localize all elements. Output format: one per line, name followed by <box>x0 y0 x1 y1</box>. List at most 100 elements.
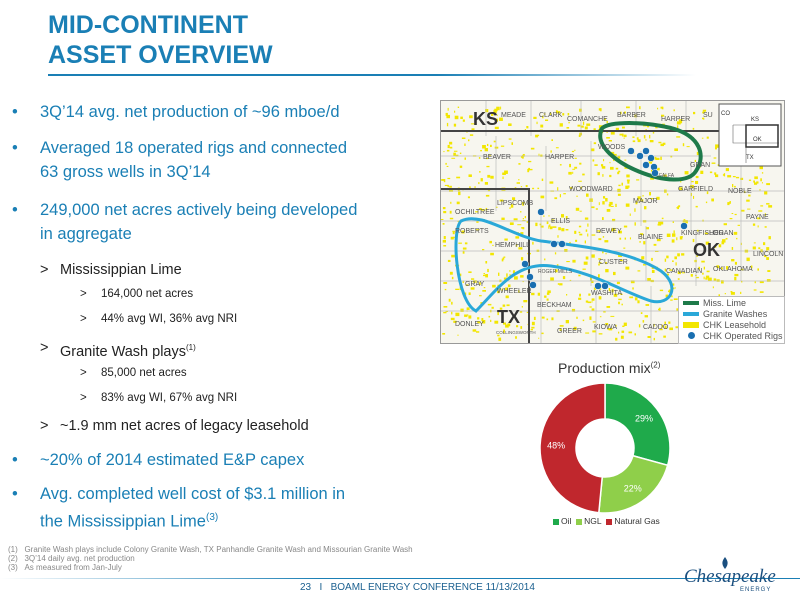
legend-item-gas: Natural Gas <box>606 516 660 526</box>
county-label: GREER <box>557 328 582 335</box>
granite-wash-outline <box>454 217 674 313</box>
rig-marker-icon <box>627 147 635 155</box>
rig-marker-icon <box>642 161 650 169</box>
county-label: HARPER <box>661 116 690 123</box>
legend-item-oil: Oil <box>553 516 571 526</box>
county-label: WOODS <box>598 144 626 151</box>
logo-sub: ENERGY <box>740 587 772 593</box>
legend-item-ngl: NGL <box>576 516 602 526</box>
county-label: DONLEY <box>455 321 484 328</box>
county-label: WASHITA <box>591 290 622 297</box>
footnote: (2) 3Q’14 daily avg. net production <box>8 554 135 563</box>
county-label: COLLINGSWORTH <box>496 330 536 335</box>
sub-marker: > <box>40 262 49 278</box>
page-title: MID-CONTINENT ASSET OVERVIEW <box>48 10 273 70</box>
county-label: ELLIS <box>551 218 570 225</box>
sub-text: 83% avg WI, 67% avg NRI <box>101 392 238 404</box>
rig-marker-icon <box>521 260 529 268</box>
inset-map: CO KS OK TX <box>718 103 782 167</box>
legend-swatch <box>606 518 613 525</box>
county-label: GRAY <box>465 281 485 288</box>
county-label: BLAINE <box>638 234 663 241</box>
logo-word: Chesapeake <box>684 566 776 587</box>
county-label: LOGAN <box>709 230 734 237</box>
title-underline <box>48 74 696 76</box>
sub-marker: > <box>80 367 87 379</box>
rig-marker-icon <box>651 169 659 177</box>
bullet-dot: • <box>12 451 18 469</box>
title-line-2: ASSET OVERVIEW <box>48 41 273 69</box>
rig-marker-icon <box>526 273 534 281</box>
inset-label: CO <box>721 111 730 117</box>
sub-text: Granite Wash plays(1) <box>60 343 196 360</box>
legend-swatch <box>553 518 559 525</box>
rig-marker-icon <box>647 154 655 162</box>
bullet-text-line2: 63 gross wells in 3Q’14 <box>40 163 211 181</box>
rig-marker-icon <box>529 281 537 289</box>
sub-text: ~1.9 mm net acres of legacy leasehold <box>60 418 309 434</box>
inset-label: KS <box>751 117 759 123</box>
rig-marker-icon <box>642 147 650 155</box>
bullet-dot: • <box>12 201 18 219</box>
rig-marker-icon <box>636 152 644 160</box>
county-label: PAYNE <box>746 214 769 221</box>
footnote-ref: (1) <box>185 343 196 352</box>
chart-title: Production mix(2) <box>558 360 661 376</box>
county-label: ROBERTS <box>455 228 489 235</box>
county-label: LIPSCOMB <box>497 200 534 207</box>
county-label: HEMPHILL <box>495 242 530 249</box>
legend-label: CHK Leasehold <box>703 320 767 330</box>
county-label: GARFIELD <box>678 186 713 193</box>
county-label: KIOWA <box>594 324 617 331</box>
bullet-dot: • <box>12 485 18 503</box>
production-mix-chart: 29% 22% 48% <box>539 382 671 514</box>
footnote: (1) Granite Wash plays include Colony Gr… <box>8 545 413 554</box>
bullet-text-line2: the Mississippian Lime(3) <box>40 512 219 531</box>
footer-divider <box>0 578 800 579</box>
state-label-tx: TX <box>497 307 520 327</box>
map-legend: Miss. Lime Granite Washes CHK Leasehold … <box>678 296 785 344</box>
tx-ok-border <box>441 188 530 343</box>
county-labels: MEADE CLARK COMANCHE BARBER HARPER SU BE… <box>455 112 783 335</box>
bullet-text: 3Q’14 avg. net production of ~96 mboe/d <box>40 103 340 121</box>
legend-swatch <box>683 312 699 316</box>
footer: 23 I BOAML ENERGY CONFERENCE 11/13/2014 <box>300 582 535 593</box>
sub-marker: > <box>40 340 49 356</box>
county-label: OCHILTREE <box>455 209 495 216</box>
footnote: (3) As measured from Jan-July <box>8 563 122 572</box>
county-label: CADDO <box>643 324 669 331</box>
legend-label: Granite Washes <box>703 309 768 319</box>
county-label: COMANCHE <box>567 116 608 123</box>
rig-marker-icon <box>594 282 602 290</box>
bullet-text-line1: 249,000 net acres actively being develop… <box>40 201 358 219</box>
footnotes: (1) Granite Wash plays include Colony Gr… <box>8 545 413 572</box>
county-label: BARBER <box>617 112 646 119</box>
bullet-dot: • <box>12 139 18 157</box>
sub-text: 44% avg WI, 36% avg NRI <box>101 313 238 325</box>
bullet-text: ~20% of 2014 estimated E&P capex <box>40 451 305 469</box>
footnote-ref: (3) <box>205 512 219 523</box>
flame-icon <box>722 557 728 569</box>
inset-label: OK <box>753 137 762 143</box>
legend-swatch <box>683 322 699 328</box>
county-label: WHEELER <box>497 288 532 295</box>
state-label-ks: KS <box>473 109 498 129</box>
sub-marker: > <box>80 288 87 300</box>
county-label: MAJOR <box>633 198 658 205</box>
footer-separator: I <box>319 582 323 593</box>
sub-text: Mississippian Lime <box>60 262 182 278</box>
legend-label: Miss. Lime <box>703 298 747 308</box>
sub-marker: > <box>80 313 87 325</box>
rig-marker-icon <box>688 332 695 339</box>
legend-label: CHK Operated Rigs <box>703 331 783 341</box>
county-label: DEWEY <box>596 228 622 235</box>
county-label: OKLAHOMA <box>713 266 753 273</box>
county-label: CUSTER <box>599 259 628 266</box>
footnote-ref: (2) <box>650 360 661 370</box>
rig-marker-icon <box>537 208 545 216</box>
legend-swatch <box>576 518 583 525</box>
sub-marker: > <box>40 418 49 434</box>
inset-label: TX <box>746 155 754 161</box>
county-label: BECKHAM <box>537 302 572 309</box>
county-label: NOBLE <box>728 188 752 195</box>
